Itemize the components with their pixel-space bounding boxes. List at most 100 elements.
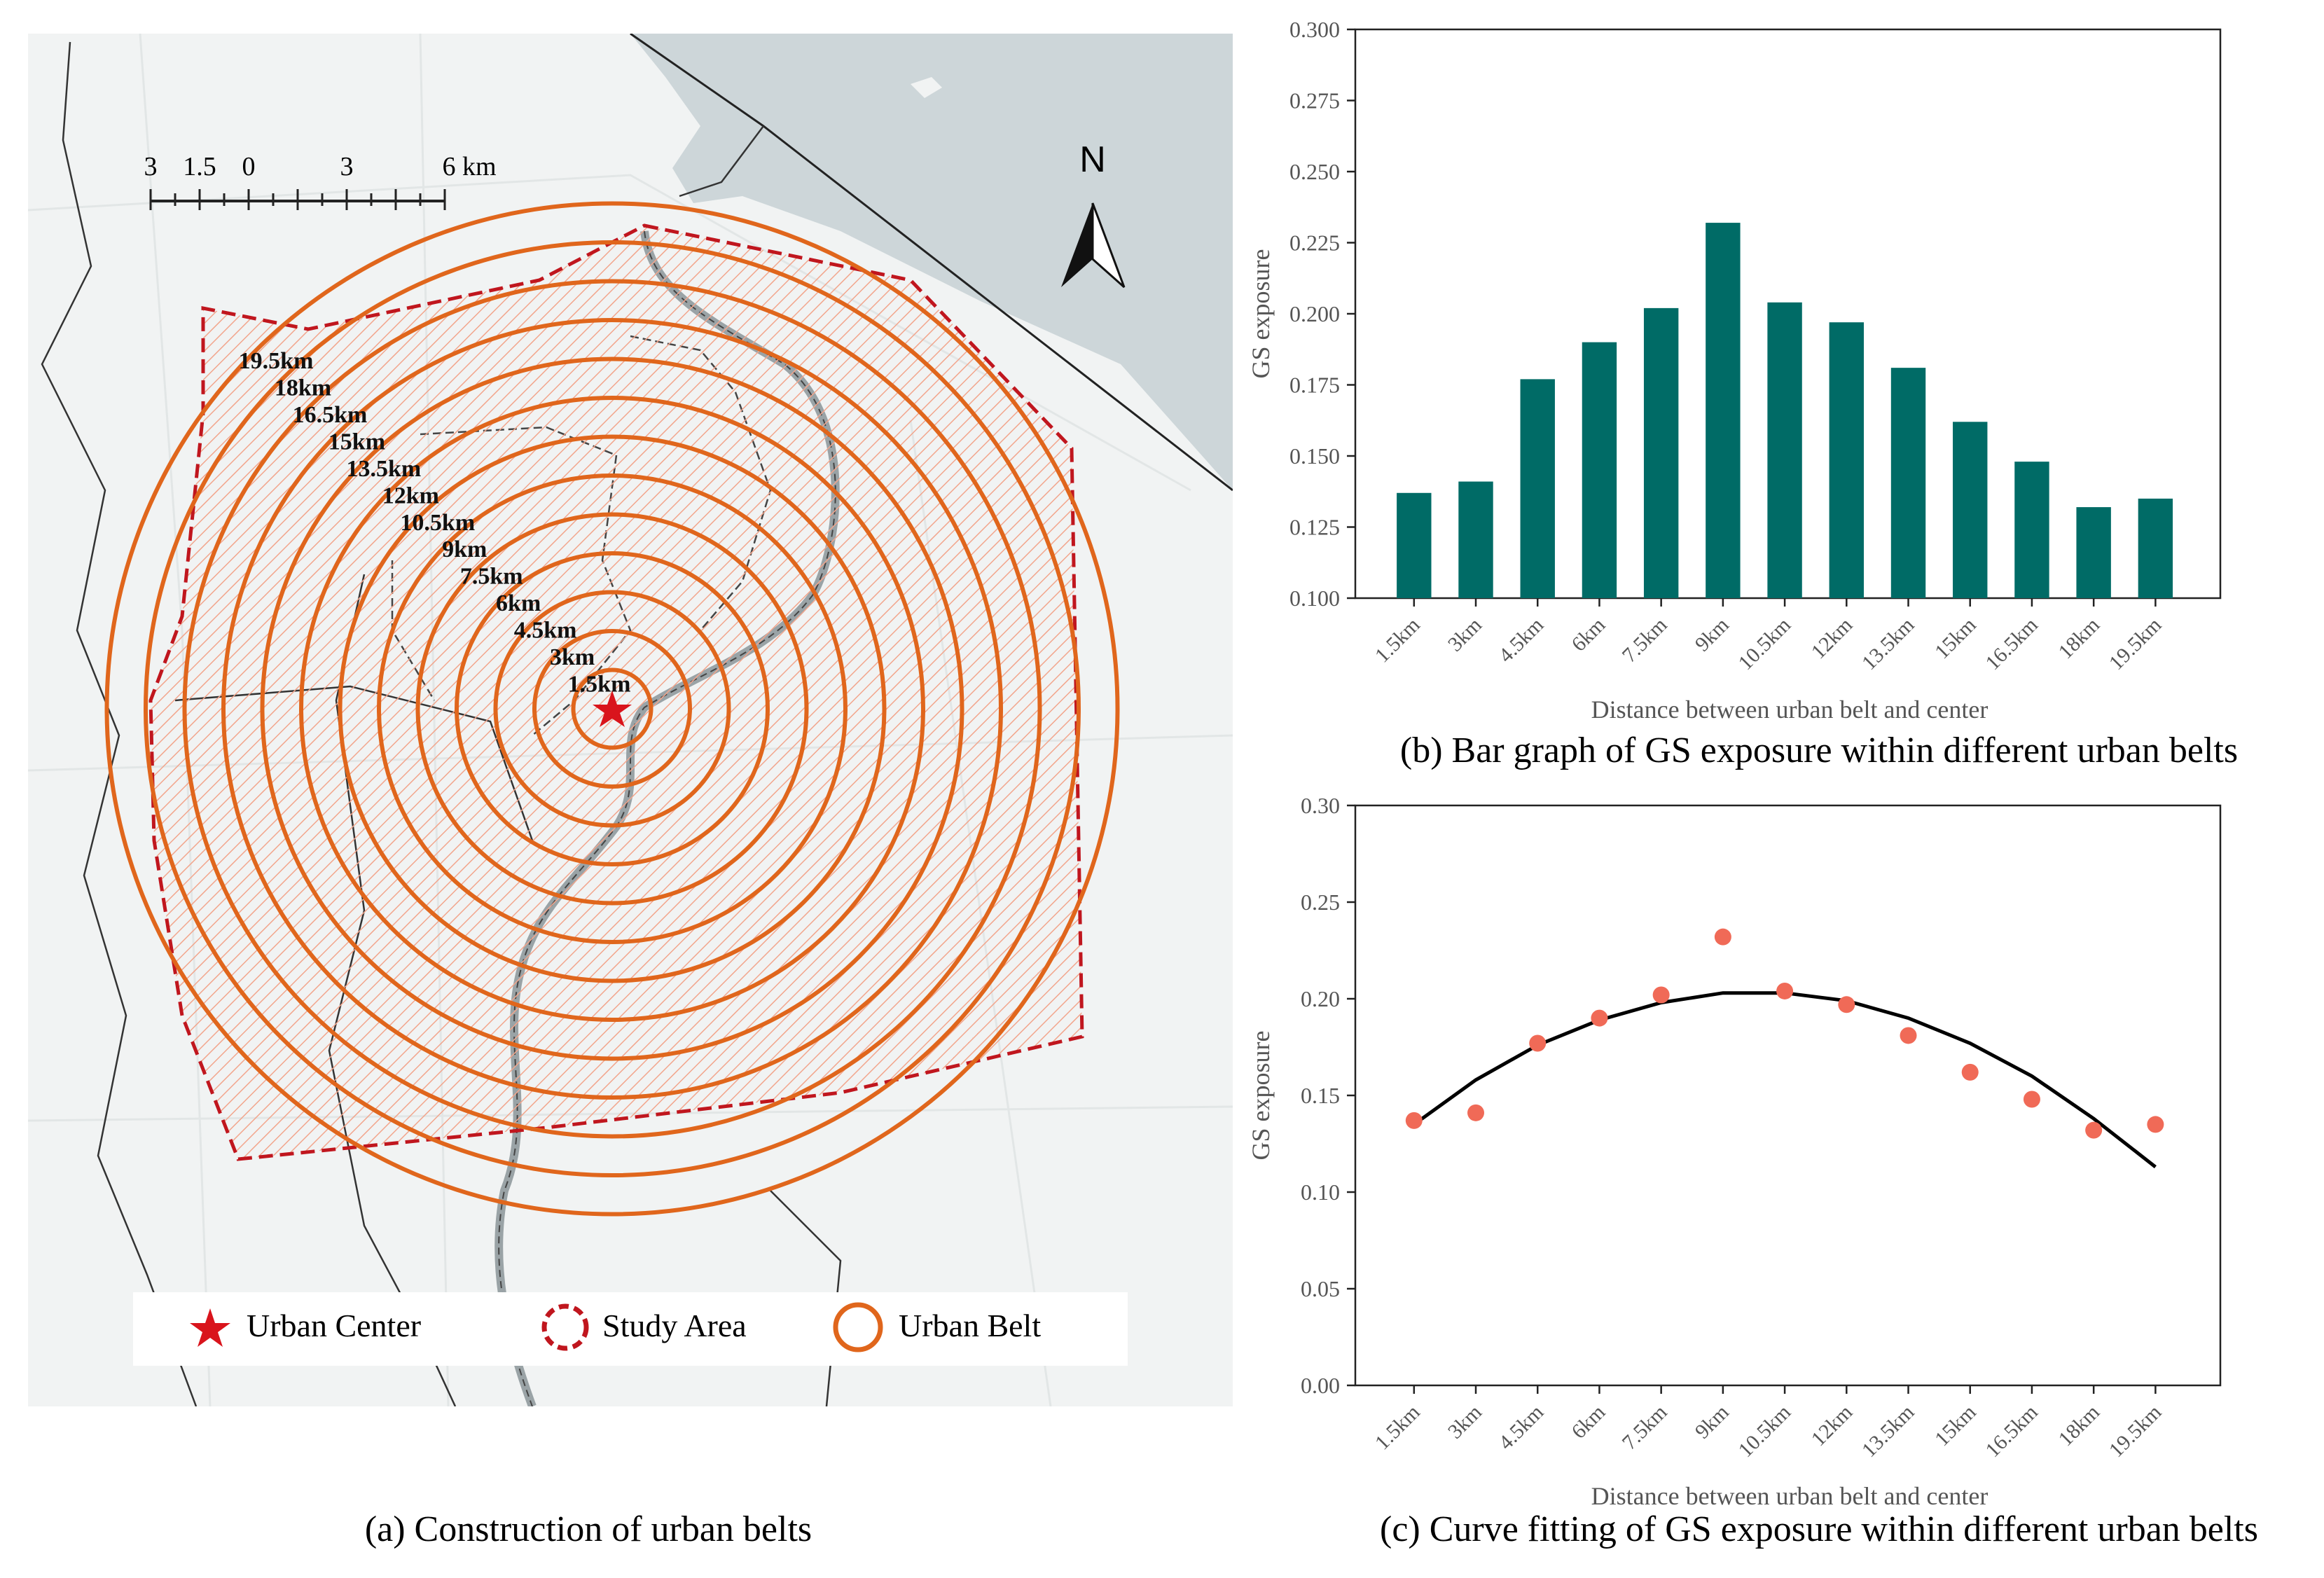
scale-bar: 3 1.5 0 3 6 km	[144, 152, 497, 210]
y-tick-label: 0.275	[1289, 88, 1340, 113]
y-tick-label: 0.05	[1301, 1276, 1340, 1301]
point-18km	[2085, 1121, 2103, 1139]
scale-label-6km: 6 km	[442, 152, 496, 181]
x-tick-label: 19.5km	[2105, 1401, 2166, 1462]
belt-circle-16.5km	[182, 279, 1042, 1139]
curve-fit-chart: 0.00 0.05 0.10 0.15 0.20 0.25 0.30 1.5km 3km 4.5…	[1247, 793, 2222, 1510]
belt-label-15km: 15km	[328, 429, 385, 455]
bar-9km	[1706, 223, 1741, 599]
urban-belt-map: 1.5km3km4.5km6km7.5km9km10.5km12km13.5km…	[28, 34, 1233, 1406]
legend-urban-belt: Urban Belt	[899, 1308, 1041, 1343]
legend-urban-center: Urban Center	[247, 1308, 421, 1343]
point-9km	[1714, 928, 1731, 946]
x-tick-label: 10.5km	[1734, 614, 1795, 675]
belt-label-1.5km: 1.5km	[568, 672, 631, 698]
bar-12km	[1829, 322, 1865, 598]
north-arrow-icon: N	[1061, 139, 1126, 289]
belt-label-13.5km: 13.5km	[346, 456, 421, 482]
fit-y-axis: 0.00 0.05 0.10 0.15 0.20 0.25 0.30	[1301, 793, 1355, 1398]
urban-belt-circles	[104, 201, 1120, 1217]
x-tick-label: 12km	[1807, 614, 1858, 664]
x-tick-label: 3km	[1444, 1401, 1486, 1444]
x-tick-label: 18km	[2054, 1401, 2104, 1451]
belt-circle-3km	[532, 629, 692, 789]
caption-c: (c) Curve fitting of GS exposure within …	[1380, 1509, 2258, 1549]
x-tick-label: 15km	[1930, 1401, 1981, 1451]
belt-label-18km: 18km	[275, 375, 331, 401]
belt-label-9km: 9km	[442, 537, 487, 562]
bar-7.5km	[1643, 307, 1679, 598]
scale-label-3-left: 3	[144, 152, 158, 181]
y-tick-label: 0.15	[1301, 1083, 1340, 1108]
bar-y-axis: 0.100 0.125 0.150 0.175 0.200 0.225 0.250 0.275…	[1289, 17, 1355, 611]
x-tick-label: 6km	[1567, 614, 1610, 656]
belt-circle-13.5km	[260, 357, 964, 1061]
belt-circle-12km	[299, 396, 925, 1022]
bar-13.5km	[1890, 368, 1926, 598]
x-tick-label: 9km	[1691, 1401, 1734, 1444]
bar-x-axis: 1.5km 3km 4.5km 6km 7.5km 9km 10.5km 12km 13.5km…	[1371, 598, 2166, 674]
y-tick-label: 0.175	[1289, 373, 1340, 398]
point-1.5km	[1405, 1112, 1423, 1129]
bar-1.5km	[1397, 492, 1432, 598]
y-tick-label: 0.150	[1289, 443, 1340, 469]
fit-plot-frame	[1354, 804, 2222, 1387]
point-12km	[1838, 996, 1855, 1013]
bar-3km	[1458, 481, 1493, 598]
belt-circle-4.5km	[493, 590, 731, 828]
fit-y-label: GS exposure	[1247, 1031, 1275, 1161]
bar-16.5km	[2014, 462, 2049, 598]
belt-circle-19.5km	[104, 201, 1120, 1217]
bar-15km	[1953, 422, 1988, 598]
belt-label-6km: 6km	[496, 590, 541, 616]
y-tick-label: 0.10	[1301, 1179, 1340, 1205]
water-island	[911, 77, 942, 98]
x-tick-label: 18km	[2054, 614, 2104, 664]
belt-label-16.5km: 16.5km	[293, 402, 368, 428]
x-tick-label: 10.5km	[1734, 1401, 1795, 1462]
point-3km	[1467, 1104, 1485, 1121]
bar-19.5km	[2138, 498, 2173, 598]
fit-points	[1405, 928, 2164, 1139]
belt-label-19.5km: 19.5km	[239, 348, 314, 374]
y-tick-label: 0.30	[1301, 793, 1340, 818]
belt-label-3km: 3km	[550, 644, 595, 670]
point-19.5km	[2147, 1116, 2164, 1133]
x-tick-label: 16.5km	[1981, 614, 2042, 675]
point-7.5km	[1652, 986, 1670, 1004]
urban-center-star	[593, 691, 632, 727]
scale-label-1-5: 1.5	[183, 152, 216, 181]
belt-circle-10.5km	[338, 434, 887, 983]
point-10.5km	[1776, 982, 1794, 999]
belt-label-7.5km: 7.5km	[460, 564, 523, 590]
urban-belt-labels: 1.5km3km4.5km6km7.5km9km10.5km12km13.5km…	[239, 348, 631, 698]
bar-4.5km	[1520, 379, 1555, 598]
y-tick-label: 0.225	[1289, 230, 1340, 256]
x-tick-label: 16.5km	[1981, 1401, 2042, 1462]
dashed-circle-icon	[541, 1303, 589, 1351]
belt-circle-1.5km	[571, 667, 653, 750]
bar-series	[1397, 223, 2173, 599]
bar-y-label: GS exposure	[1247, 249, 1275, 379]
y-tick-label: 0.300	[1289, 17, 1340, 42]
x-tick-label: 1.5km	[1371, 1401, 1425, 1455]
bar-10.5km	[1767, 302, 1802, 598]
point-16.5km	[2023, 1091, 2040, 1108]
belt-circle-7.5km	[415, 512, 809, 906]
caption-a: (a) Construction of urban belts	[365, 1509, 812, 1549]
belt-circle-6km	[455, 551, 770, 866]
belt-label-4.5km: 4.5km	[514, 618, 577, 644]
map-legend: Urban Center Study Area Urban Belt	[133, 1292, 1128, 1366]
x-tick-label: 9km	[1691, 614, 1734, 656]
x-tick-label: 13.5km	[1858, 614, 1919, 675]
fit-x-label: Distance between urban belt and center	[1591, 1482, 1988, 1510]
circle-icon	[833, 1302, 883, 1352]
bar-x-label: Distance between urban belt and center	[1591, 695, 1988, 724]
point-13.5km	[1900, 1027, 1917, 1044]
point-4.5km	[1529, 1034, 1547, 1052]
legend-box	[133, 1292, 1128, 1366]
x-tick-label: 3km	[1444, 614, 1486, 656]
caption-b: (b) Bar graph of GS exposure within diff…	[1400, 731, 2238, 770]
fit-curve	[1413, 991, 2157, 1169]
